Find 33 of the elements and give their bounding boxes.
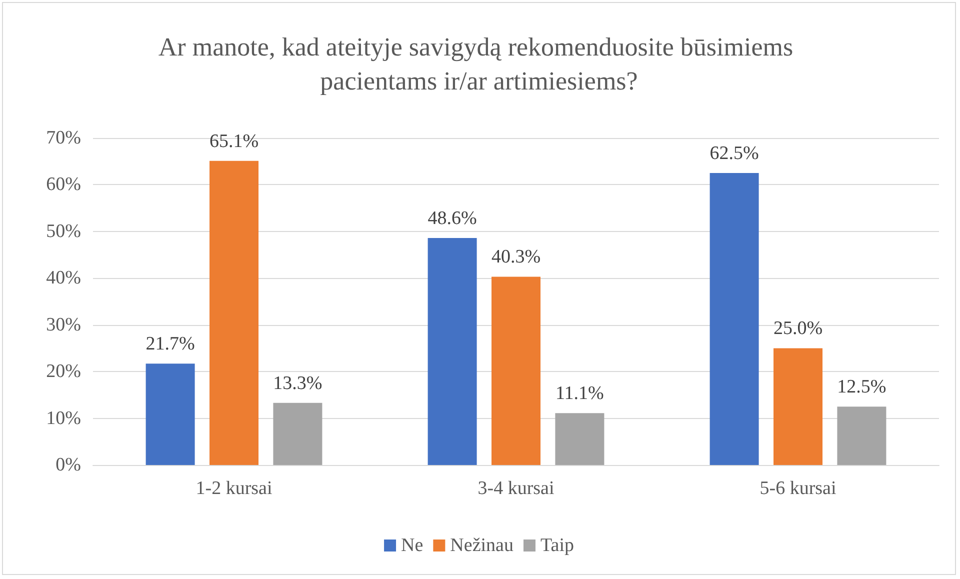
y-tick-label: 70% <box>46 128 82 148</box>
bar <box>837 406 886 465</box>
y-tick-label: 0% <box>56 454 82 476</box>
data-label: 65.1% <box>209 130 259 152</box>
bar <box>210 160 258 465</box>
data-label: 48.6% <box>428 208 478 229</box>
data-label: 13.3% <box>273 372 322 394</box>
data-label: 62.5% <box>710 143 760 164</box>
chart-title: Ar manote, kad ateityje savigydą rekomenduosite būsimiems pacientams ir/ar artimiesiems? <box>158 32 800 96</box>
y-tick-label: 40% <box>46 268 82 289</box>
data-label: 25.0% <box>773 318 823 340</box>
data-label: 12.5% <box>837 376 886 398</box>
data-label: 40.3% <box>491 246 541 268</box>
x-tick-label: 3-4 kursai <box>478 478 554 499</box>
y-tick-label: 60% <box>46 174 82 196</box>
data-label: 11.1% <box>556 383 604 404</box>
bar <box>428 238 477 465</box>
x-tick-label: 1-2 kursai <box>196 478 272 499</box>
bar <box>774 348 822 465</box>
legend-label: Taip <box>540 535 574 556</box>
y-tick-label: 20% <box>46 361 82 382</box>
bar <box>710 173 759 465</box>
bar <box>555 413 604 465</box>
bar <box>492 276 540 465</box>
bar <box>273 402 322 465</box>
y-tick-label: 10% <box>46 408 82 429</box>
legend-label: Nežinau <box>450 535 514 556</box>
legend-label: Ne <box>401 535 424 556</box>
bar <box>146 364 195 465</box>
x-tick-label: 5-6 kursai <box>760 478 836 499</box>
y-tick-label: 50% <box>46 220 82 242</box>
y-tick-label: 30% <box>46 314 82 336</box>
data-label: 21.7% <box>146 334 196 355</box>
